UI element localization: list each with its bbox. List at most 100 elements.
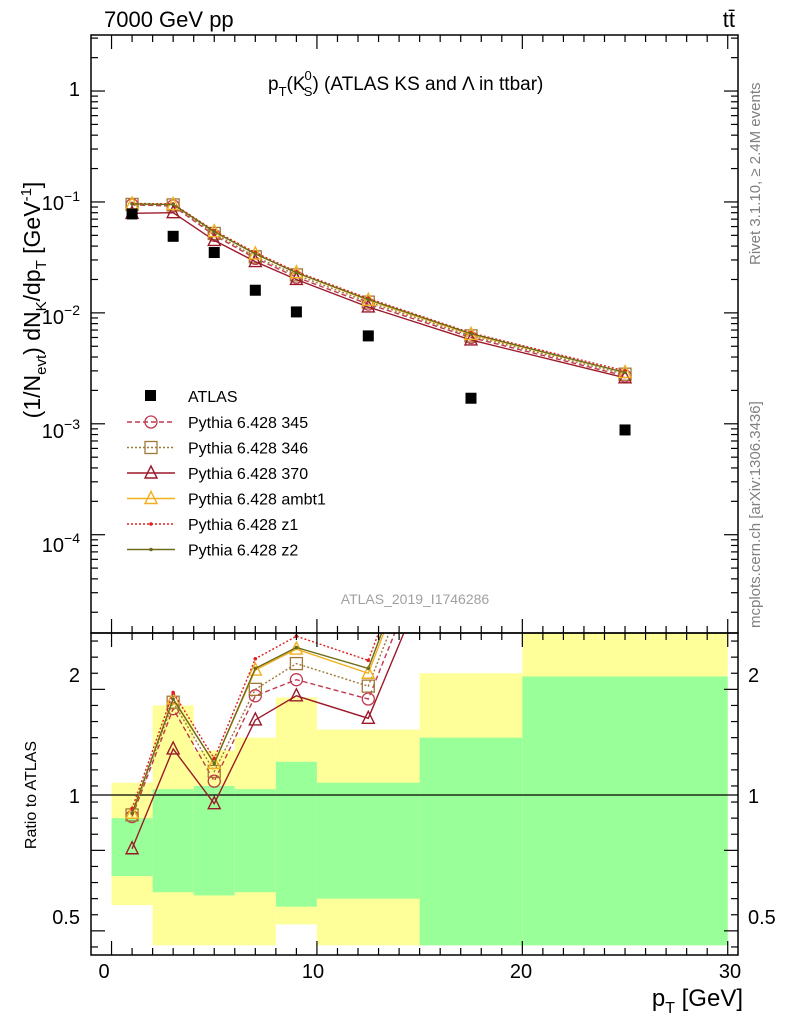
ratio-point-z1-6 — [469, 385, 473, 389]
y-tick-label-0.001: 10−3 — [42, 416, 80, 443]
series-z2 — [130, 202, 627, 375]
ratio-point-z2-1 — [171, 697, 175, 701]
x-tick-label-10: 10 — [302, 961, 324, 983]
x-tick-label-0: 0 — [98, 961, 109, 983]
point-p346-7 — [618, 367, 632, 381]
legend-label-p345: Pythia 6.428 345 — [188, 415, 308, 432]
x-axis-label: pT [GeV] — [652, 985, 743, 1017]
legend-label-z1: Pythia 6.428 z1 — [188, 517, 298, 534]
ratio-point-ambt1-5 — [361, 664, 376, 679]
ratio-line-z1 — [131, 633, 380, 809]
ratio-point-z2-3 — [253, 666, 258, 671]
ratio-point-z1-7 — [623, 461, 627, 465]
band-inner-6 — [419, 737, 523, 946]
main-series — [124, 195, 633, 384]
point-z2-7 — [623, 370, 627, 375]
ratio-point-z2-0 — [130, 811, 134, 816]
point-p370-5 — [361, 298, 376, 313]
legend-label-z2: Pythia 6.428 z2 — [188, 543, 298, 560]
ratio-series-z1 — [130, 385, 627, 811]
atlas-point-5 — [362, 330, 374, 342]
ratio-series-p370 — [124, 465, 477, 855]
ratio-tick-label-1-right: 1 — [748, 786, 759, 808]
ratio-axis-label: Ratio to ATLAS — [23, 741, 40, 849]
ratio-point-z1-1 — [171, 690, 175, 695]
ratio-panel-frame — [90, 632, 739, 956]
energy-label: 7000 GeV pp — [104, 7, 234, 32]
ratio-point-z2-5 — [366, 666, 371, 671]
ratio-point-z2-7 — [623, 478, 627, 482]
ratio-tick-label-1-left: 1 — [69, 786, 80, 808]
ratio-point-z2-4 — [294, 645, 299, 650]
atlas-point-6 — [465, 392, 477, 404]
ratio-point-p370-4 — [289, 687, 304, 702]
ratio-point-p370-6 — [465, 465, 477, 477]
point-z2-2 — [212, 229, 217, 234]
series-line-p370 — [132, 211, 626, 379]
ratio-line-p370 — [131, 633, 405, 850]
ratio-point-z1-5 — [366, 658, 371, 663]
series-z1 — [130, 201, 627, 373]
ratio-point-p346-6 — [465, 418, 477, 430]
ratio-point-z1-2 — [212, 756, 217, 761]
y-axis-label: (1/Nevt) dNK/dpT [GeV-1] — [18, 182, 50, 419]
atlas-point-2 — [208, 247, 220, 259]
ratio-tick-label-2-right: 2 — [748, 665, 759, 687]
ratio-point-p346-5 — [361, 679, 375, 693]
legend-label-p370: Pythia 6.428 370 — [188, 466, 308, 483]
analysis-label: ATLAS_2019_I1746286 — [341, 591, 490, 607]
atlas-point-0 — [126, 208, 138, 220]
legend-label-ambt1: Pythia 6.428 ambt1 — [188, 492, 326, 509]
ratio-point-p345-6 — [465, 437, 477, 449]
band-inner-5 — [316, 782, 420, 899]
band-inner-4 — [275, 761, 317, 907]
legend-marker-atlas — [145, 390, 156, 401]
y-tick-label-0.0001: 10−4 — [42, 530, 80, 557]
atlas-data-points — [126, 208, 631, 436]
ratio-point-p346-7 — [619, 493, 631, 505]
point-z2-4 — [294, 270, 299, 275]
legend-label-atlas: ATLAS — [188, 389, 238, 406]
point-ambt1-2 — [207, 223, 222, 238]
ratio-line-p346 — [131, 633, 390, 816]
ratio-point-ambt1-2 — [207, 754, 222, 770]
ratio-point-p370-3 — [248, 711, 263, 726]
ratio-point-p346-2 — [207, 764, 221, 779]
band-inner-7 — [522, 676, 728, 946]
legend-marker-p345 — [144, 415, 158, 429]
x-tick-label-20: 20 — [510, 961, 532, 983]
point-p370-1 — [166, 204, 181, 219]
ratio-series-p346 — [125, 418, 631, 822]
legend-marker-p346 — [144, 440, 158, 455]
chart-title: pT(K0 S) (ATLAS KS and Λ in ttbar) — [268, 68, 543, 99]
point-ambt1-6 — [463, 325, 479, 341]
y-tick-label-0.1: 10−1 — [42, 188, 80, 215]
ratio-uncertainty-bands — [111, 633, 728, 946]
ratio-line-p345 — [131, 633, 396, 817]
legend-label-p346: Pythia 6.428 346 — [188, 441, 308, 458]
legend-marker-z2 — [149, 547, 153, 552]
ratio-tick-label-0.5-left: 0.5 — [52, 907, 80, 929]
atlas-point-4 — [290, 306, 302, 318]
ratio-series-z2 — [130, 478, 627, 816]
ratio-point-p345-4 — [289, 673, 304, 687]
point-p370-7 — [617, 369, 633, 384]
series-line-p345 — [132, 204, 626, 377]
atlas-point-1 — [167, 230, 179, 242]
ratio-point-p346-3 — [248, 682, 262, 696]
ratio-line-z2 — [131, 633, 383, 814]
ratio-point-p346-4 — [289, 656, 304, 671]
ratio-tick-label-0.5-right: 0.5 — [748, 907, 776, 929]
ratio-point-p370-5 — [361, 709, 376, 725]
legend-marker-p370 — [143, 464, 159, 479]
mcplots-label: mcplots.cern.ch [arXiv:1306.3436] — [747, 401, 764, 628]
ratio-point-z1-3 — [253, 656, 258, 661]
ratio-point-ambt1-7 — [619, 473, 631, 485]
ratio-tick-label-2-left: 2 — [69, 665, 80, 687]
axis-ticks — [91, 35, 738, 955]
point-p370-3 — [248, 253, 263, 268]
legend: ATLAS Pythia 6.428 345 Pythia 6.428 346 Py… — [127, 389, 326, 560]
ratio-point-p370-0 — [124, 840, 140, 855]
ratio-point-p345-5 — [361, 692, 375, 706]
